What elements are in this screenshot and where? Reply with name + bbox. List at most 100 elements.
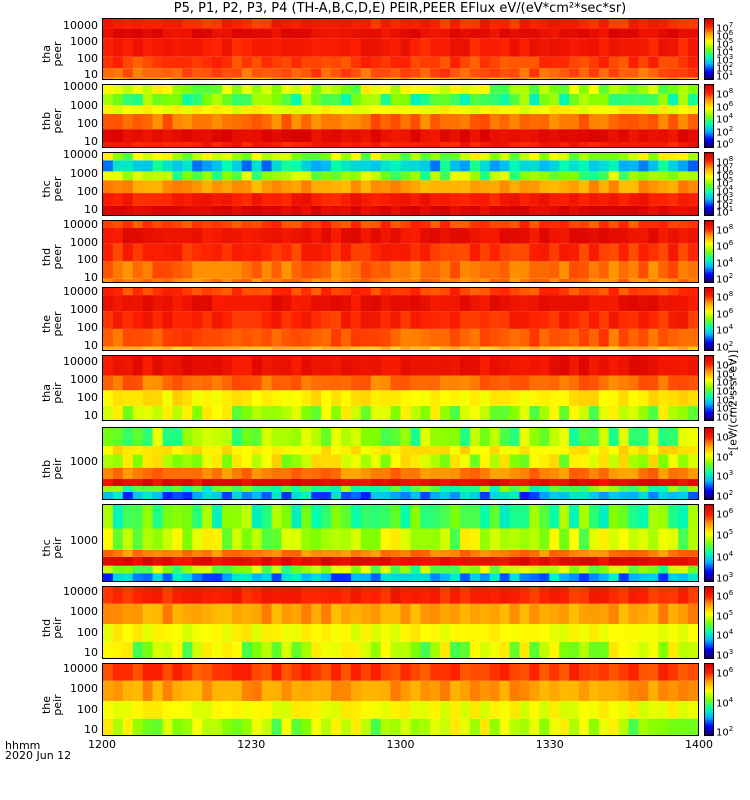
spectrogram-cell <box>559 486 570 492</box>
spectrogram-cell <box>132 38 144 57</box>
spectrogram-cell <box>331 160 342 172</box>
spectrogram-cell <box>549 205 560 215</box>
spectrogram-cell <box>509 664 521 681</box>
spectrogram-cell <box>400 68 412 78</box>
spectrogram-cell <box>222 556 233 566</box>
spectrogram-cell <box>648 93 659 106</box>
spectrogram-cell <box>341 311 352 329</box>
spectrogram-cell <box>509 205 521 215</box>
spectrogram-cell <box>271 77 283 79</box>
spectrogram-cell <box>430 278 441 282</box>
spectrogram-cell <box>569 549 580 557</box>
spectrogram-cell <box>430 405 441 420</box>
spectrogram-cell <box>688 77 698 79</box>
spectrogram-cell <box>331 486 342 492</box>
spectrogram-cell <box>241 405 253 420</box>
spectrogram-cell <box>688 603 698 624</box>
spectrogram-cell <box>341 295 352 312</box>
spectrogram-cell <box>103 346 114 350</box>
spectrogram-cell <box>321 105 332 114</box>
spectrogram-cell <box>152 171 164 181</box>
spectrogram-cell <box>212 664 223 681</box>
spectrogram-cell <box>261 479 273 487</box>
spectrogram-cell <box>569 105 580 114</box>
spectrogram-cell <box>489 603 501 624</box>
spectrogram-cell <box>400 142 412 147</box>
spectrogram-cell <box>469 491 481 499</box>
spectrogram-cell <box>569 205 580 215</box>
spectrogram-cell <box>301 486 312 492</box>
colorbar-tick-label: 106 <box>716 589 734 603</box>
spectrogram-cell <box>489 160 501 172</box>
colorbar-tha-peir <box>704 355 714 421</box>
spectrogram-cell <box>678 295 689 312</box>
spectrogram-cell <box>132 142 144 147</box>
spectrogram-cell <box>648 486 659 492</box>
spectrogram-cell <box>261 356 273 376</box>
spectrogram-cell <box>202 641 213 658</box>
spectrogram-cell <box>420 160 431 172</box>
y-tick-label: 1000 <box>70 605 98 619</box>
spectrogram-cell <box>648 664 659 681</box>
spectrogram-cell <box>222 261 233 279</box>
spectrogram-cell <box>588 556 600 566</box>
spectrogram-cell <box>172 129 183 143</box>
spectrogram-cell <box>628 664 640 681</box>
spectrogram-cell <box>271 700 283 719</box>
spectrogram-cell <box>648 180 659 194</box>
spectrogram-cell <box>559 85 570 94</box>
spectrogram-cell <box>450 556 461 566</box>
spectrogram-cell <box>529 556 540 566</box>
spectrogram-cell <box>668 375 679 391</box>
spectrogram-cell <box>301 85 312 94</box>
spectrogram-cell <box>291 486 302 492</box>
spectrogram-cell <box>499 93 511 106</box>
spectrogram-cell <box>103 700 114 719</box>
spectrogram-cell <box>162 243 174 262</box>
spectrogram-cell <box>499 328 511 347</box>
spectrogram-cell <box>469 28 481 39</box>
spectrogram-cell <box>618 346 630 350</box>
spectrogram-cell <box>162 641 174 658</box>
spectrogram-cell <box>241 221 253 228</box>
spectrogram-cell <box>658 428 669 447</box>
spectrogram-cell <box>678 491 689 499</box>
spectrogram-cell <box>251 278 263 282</box>
spectrogram-cell <box>628 505 640 529</box>
spectrogram-cell <box>172 556 183 566</box>
spectrogram-cell <box>678 623 689 642</box>
spectrogram-cell <box>341 405 352 420</box>
spectrogram-cell <box>400 93 412 106</box>
spectrogram-cell <box>430 479 441 487</box>
spectrogram-cell <box>301 28 312 39</box>
colorbar-tick-label: 102 <box>716 401 734 415</box>
spectrogram-cell <box>390 171 402 181</box>
spectrogram-cell <box>430 565 441 574</box>
spectrogram-cell <box>281 486 293 492</box>
spectrogram-cell <box>608 93 620 106</box>
colorbar-tick-label: 104 <box>716 323 734 337</box>
spectrogram-cell <box>440 428 451 447</box>
spectrogram-cell <box>668 505 679 529</box>
spectrogram-cell <box>410 587 421 604</box>
spectrogram-cell <box>469 68 481 78</box>
spectrogram-cell <box>460 587 471 604</box>
spectrogram-cell <box>162 486 174 492</box>
spectrogram-cell <box>301 603 312 624</box>
spectrogram-cell <box>499 261 511 279</box>
spectrogram-cell <box>400 479 412 487</box>
spectrogram-cell <box>231 288 243 296</box>
spectrogram-cell <box>301 641 312 658</box>
spectrogram-the-peir <box>102 663 699 736</box>
spectrogram-cell <box>380 549 392 557</box>
spectrogram-cell <box>648 68 659 78</box>
spectrogram-cell <box>688 129 698 143</box>
spectrogram-cell <box>529 428 540 447</box>
spectrogram-cell <box>608 19 620 29</box>
spectrogram-cell <box>370 221 382 228</box>
spectrogram-cell <box>341 288 352 296</box>
spectrogram-cell <box>241 113 253 130</box>
spectrogram-cell <box>251 549 263 557</box>
spectrogram-cell <box>261 587 273 604</box>
spectrogram-cell <box>251 505 263 529</box>
